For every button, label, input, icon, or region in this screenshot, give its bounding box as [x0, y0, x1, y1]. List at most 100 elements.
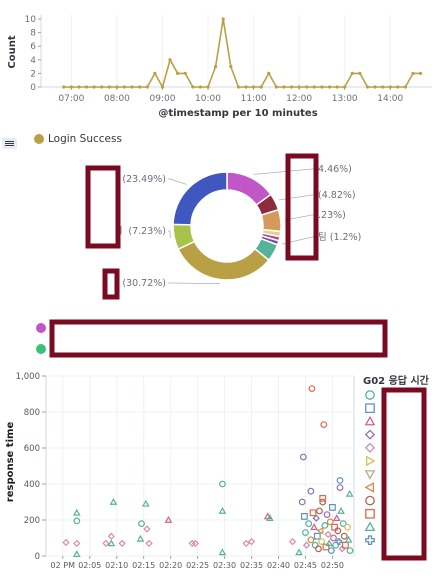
scatter-point-56[interactable] [330, 534, 337, 542]
line-point-2[interactable] [77, 85, 81, 89]
scatter-point-10[interactable] [136, 534, 145, 542]
scatter-point-24[interactable] [266, 514, 274, 522]
scatter-point-6[interactable] [107, 532, 115, 540]
scatter-point-48[interactable] [321, 521, 329, 529]
line-point-30[interactable] [289, 85, 294, 89]
line-point-42[interactable] [381, 85, 385, 89]
line-point-44[interactable] [396, 85, 400, 89]
scatter-point-39[interactable] [312, 514, 320, 522]
line-point-33[interactable] [312, 85, 316, 89]
line-point-15[interactable] [176, 71, 180, 75]
line-point-7[interactable] [115, 85, 119, 89]
scatter-legend-marker-6[interactable] [364, 470, 376, 480]
scatter-point-7[interactable] [107, 539, 116, 547]
scatter-point-64[interactable] [337, 506, 345, 514]
line-point-47[interactable] [419, 71, 423, 75]
donut-slice-9[interactable] [172, 171, 228, 226]
scatter-point-5[interactable] [102, 539, 110, 548]
line-point-20[interactable] [214, 65, 218, 69]
line-point-36[interactable] [335, 85, 339, 89]
scatter-point-40[interactable] [313, 532, 321, 540]
scatter-legend-marker-10[interactable] [364, 521, 376, 532]
scatter-point-46[interactable] [319, 495, 327, 502]
line-point-29[interactable] [282, 85, 286, 89]
scatter-point-52[interactable] [325, 539, 334, 547]
scatter-legend-marker-9[interactable] [365, 508, 375, 519]
scatter-point-27[interactable] [298, 498, 306, 506]
line-point-32[interactable] [305, 85, 309, 89]
line-point-40[interactable] [365, 85, 370, 89]
line-point-21[interactable] [221, 17, 225, 21]
scatter-point-66[interactable] [339, 520, 347, 528]
scatter-point-35[interactable] [308, 385, 316, 393]
line-point-16[interactable] [183, 71, 187, 75]
line-point-17[interactable] [191, 85, 195, 89]
line-point-19[interactable] [206, 85, 210, 89]
line-point-35[interactable] [327, 85, 332, 89]
scatter-point-12[interactable] [142, 499, 150, 507]
line-point-9[interactable] [130, 85, 134, 89]
line-point-3[interactable] [84, 85, 89, 89]
scatter-point-62[interactable] [336, 476, 344, 484]
legend-login-success[interactable]: Login Success [34, 133, 122, 145]
scatter-point-38[interactable] [311, 541, 319, 549]
scatter-point-4[interactable] [72, 550, 81, 558]
line-point-6[interactable] [107, 85, 111, 89]
scatter-point-69[interactable] [344, 523, 351, 531]
scatter-point-9[interactable] [118, 539, 126, 548]
scatter-point-45[interactable] [319, 498, 327, 506]
scatter-point-70[interactable] [344, 535, 353, 543]
scatter-point-59[interactable] [332, 514, 341, 522]
line-point-1[interactable] [69, 85, 73, 89]
scatter-point-30[interactable] [302, 529, 309, 537]
scatter-point-49[interactable] [322, 543, 330, 551]
line-point-5[interactable] [100, 85, 104, 89]
scatter-legend-marker-4[interactable] [364, 442, 376, 453]
line-point-10[interactable] [138, 85, 142, 89]
line-point-46[interactable] [411, 71, 415, 75]
scatter-point-14[interactable] [145, 539, 153, 548]
scatter-legend-marker-2[interactable] [364, 415, 376, 426]
scatter-point-61[interactable] [335, 538, 343, 545]
scatter-point-1[interactable] [72, 508, 81, 516]
line-point-14[interactable] [168, 58, 172, 62]
scatter-point-43[interactable] [316, 526, 324, 535]
line-point-0[interactable] [62, 85, 66, 89]
scatter-point-19[interactable] [218, 506, 227, 514]
scatter-legend-marker-7[interactable] [364, 482, 375, 493]
scatter-point-60[interactable] [334, 527, 342, 535]
line-point-22[interactable] [229, 65, 233, 69]
scatter-legend-marker-8[interactable] [365, 495, 375, 506]
scatter-point-42[interactable] [316, 507, 323, 515]
scatter-point-20[interactable] [218, 548, 227, 556]
scatter-point-11[interactable] [138, 520, 145, 528]
line-point-11[interactable] [145, 85, 149, 89]
scatter-point-13[interactable] [143, 525, 151, 533]
scatter-point-36[interactable] [309, 509, 317, 517]
scatter-point-2[interactable] [73, 517, 81, 525]
scatter-point-3[interactable] [73, 539, 81, 548]
scatter-point-31[interactable] [302, 541, 311, 549]
scatter-point-34[interactable] [307, 536, 315, 544]
scatter-point-54[interactable] [327, 547, 335, 555]
line-point-45[interactable] [403, 85, 408, 89]
line-point-13[interactable] [160, 85, 165, 89]
scatter-legend-marker-5[interactable] [365, 455, 376, 467]
line-point-27[interactable] [267, 71, 271, 75]
scatter-point-72[interactable] [346, 547, 354, 555]
scatter-point-18[interactable] [219, 480, 226, 488]
line-point-39[interactable] [358, 71, 362, 75]
scatter-point-44[interactable] [318, 538, 326, 546]
scatter-point-50[interactable] [323, 511, 331, 519]
line-point-25[interactable] [251, 85, 256, 89]
scatter-point-8[interactable] [109, 497, 118, 505]
scatter-point-33[interactable] [307, 487, 315, 495]
scatter-point-51[interactable] [324, 530, 332, 539]
line-point-43[interactable] [388, 85, 392, 89]
line-point-34[interactable] [320, 85, 324, 89]
scatter-point-63[interactable] [336, 484, 344, 491]
scatter-point-15[interactable] [164, 515, 173, 523]
legend-toggle-button[interactable] [2, 138, 17, 149]
line-point-23[interactable] [236, 85, 240, 89]
line-point-4[interactable] [92, 85, 96, 89]
